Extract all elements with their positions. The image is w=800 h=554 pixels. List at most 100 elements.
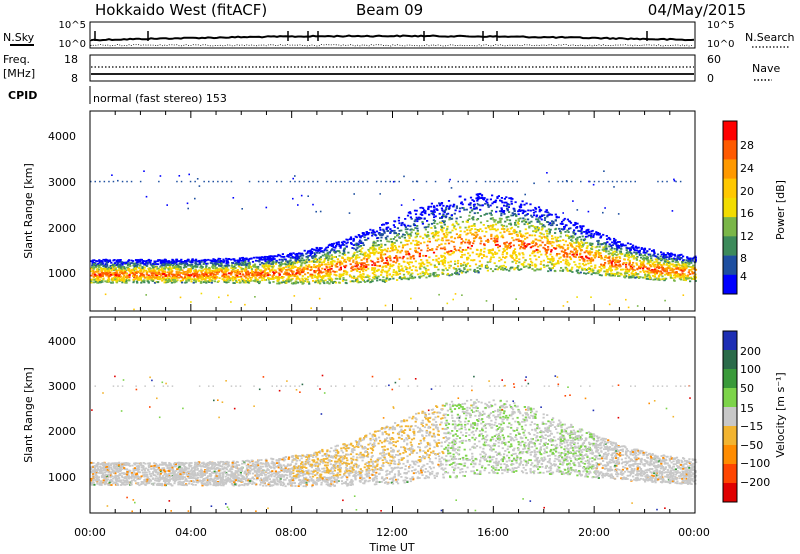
power-cell: [611, 244, 614, 246]
power-cell: [503, 197, 506, 200]
power-cell: [134, 278, 137, 280]
power-cell: [637, 246, 640, 249]
power-cell: [410, 242, 413, 245]
power-cell: [372, 267, 375, 270]
power-cell: [551, 235, 554, 237]
power-cell: [157, 276, 160, 279]
power-cell: [534, 244, 537, 247]
power-cell: [345, 279, 348, 282]
power-cell: [216, 267, 219, 270]
power-cell: [440, 254, 443, 257]
power-cell: [355, 280, 358, 283]
power-cell: [372, 241, 375, 244]
power-cell: [526, 236, 529, 239]
power-cell: [534, 206, 537, 209]
power-cell: [611, 241, 614, 244]
power-cell: [605, 244, 608, 247]
power-cell: [315, 254, 318, 257]
power-cell: [166, 271, 169, 274]
power-cell: [299, 269, 303, 272]
power-cell: [661, 275, 664, 278]
power-cell: [455, 249, 458, 252]
power-cell: [230, 258, 233, 261]
power-cell: [262, 277, 265, 280]
power-cell: [265, 265, 268, 267]
power-cell: [681, 262, 684, 265]
power-cell: [573, 229, 576, 232]
power-cell: [240, 264, 243, 266]
power-cell: [438, 221, 442, 224]
power-cell: [632, 255, 635, 257]
power-cell: [100, 275, 103, 277]
power-cell: [97, 278, 100, 281]
power-cell: [396, 227, 399, 230]
power-cell: [508, 197, 511, 200]
power-cell: [234, 271, 237, 274]
power-cell: [600, 243, 603, 246]
power-cell: [534, 242, 537, 244]
power-cell: [512, 230, 515, 233]
power-cell: [363, 265, 366, 268]
power-cell: [115, 275, 118, 278]
power-cell: [275, 275, 278, 278]
power-cell: [508, 211, 511, 213]
power-cell: [117, 260, 120, 263]
power-cell: [359, 249, 362, 251]
power-cell: [627, 270, 630, 273]
power-cell: [254, 268, 257, 271]
power-cell: [585, 250, 588, 252]
power-cell: [283, 273, 286, 275]
power-cell: [517, 210, 520, 213]
power-cell: [443, 234, 446, 237]
power-cell: [233, 276, 237, 279]
power-cell: [355, 262, 358, 264]
power-cell: [396, 251, 399, 254]
power-cell: [498, 210, 502, 213]
power-cell: [194, 262, 197, 265]
power-cell: [514, 201, 517, 204]
power-cell: [567, 237, 571, 240]
power-cell: [587, 257, 590, 260]
power-cell: [597, 253, 600, 256]
power-cell: [360, 277, 363, 280]
power-cell: [481, 204, 484, 207]
power-cell: [107, 272, 110, 275]
power-cell: [110, 266, 114, 268]
power-cell: [318, 249, 321, 252]
power-cell: [388, 267, 391, 270]
power-cell: [287, 255, 290, 258]
power-cell: [500, 212, 503, 215]
power-cell: [580, 238, 583, 241]
power-cell: [204, 260, 207, 263]
power-cell: [97, 272, 100, 275]
power-cell: [155, 272, 158, 274]
power-cell: [590, 232, 593, 235]
power-cell: [676, 258, 679, 261]
power-cell: [316, 277, 319, 280]
power-cell: [204, 258, 207, 261]
power-cell: [392, 264, 395, 266]
power-cell: [347, 256, 350, 259]
power-cell: [609, 265, 612, 267]
power-cell: [227, 261, 230, 264]
power-cell: [503, 267, 506, 270]
power-cell: [625, 262, 628, 264]
power-cell: [178, 263, 181, 265]
power-cell: [322, 261, 325, 263]
power-cell: [385, 222, 388, 224]
power-cell: [556, 253, 559, 255]
power-cell: [605, 268, 608, 271]
power-cell: [194, 273, 197, 275]
power-cell: [327, 277, 330, 280]
nsky-tick-high: 10^5: [59, 20, 86, 31]
power-cell: [595, 272, 598, 274]
power-cell: [470, 228, 473, 230]
power-cell: [473, 205, 476, 208]
power-cell: [424, 273, 427, 276]
power-cell: [240, 268, 244, 271]
power-cell: [91, 261, 94, 263]
power-cell: [618, 275, 621, 277]
power-cell: [266, 256, 269, 258]
power-cell: [110, 261, 113, 264]
power-cell: [676, 273, 679, 275]
